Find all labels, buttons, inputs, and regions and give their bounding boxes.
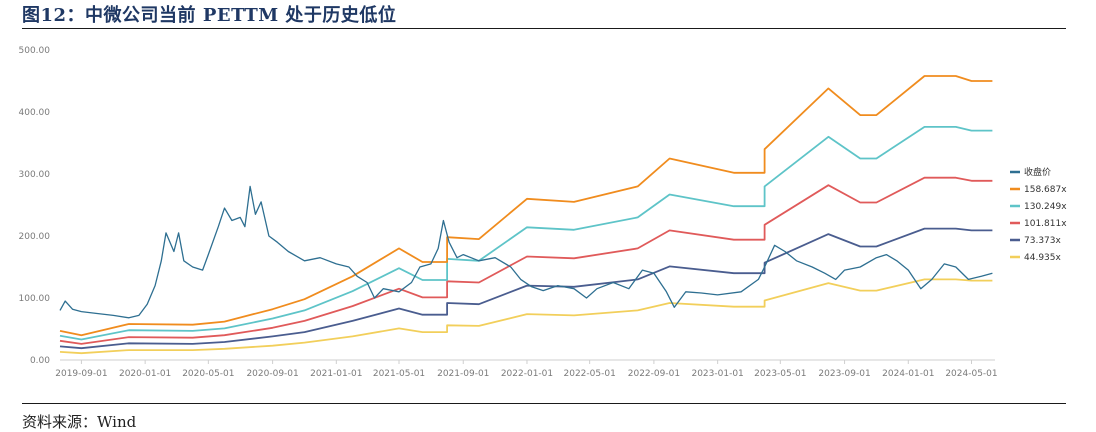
y-tick-label: 200.00 xyxy=(19,232,51,242)
x-tick-label: 2022-05-01 xyxy=(564,369,616,379)
series-line-44.935x xyxy=(59,278,993,355)
series-layer xyxy=(59,75,993,355)
x-tick-label: 2023-09-01 xyxy=(818,369,870,379)
x-tick-label: 2023-01-01 xyxy=(691,369,743,379)
legend-label: 44.935x xyxy=(1024,253,1061,263)
x-tick-label: 2022-01-01 xyxy=(501,369,553,379)
x-tick-label: 2023-05-01 xyxy=(754,369,806,379)
x-tick-label: 2020-01-01 xyxy=(119,369,171,379)
x-tick-label: 2021-05-01 xyxy=(373,369,425,379)
y-tick-label: 500.00 xyxy=(19,46,51,56)
x-tick-label: 2021-01-01 xyxy=(310,369,362,379)
legend-label: 101.811x xyxy=(1024,219,1067,229)
x-axis: 2019-09-01 2020-01-01 2020-05-01 2020-09-01… xyxy=(55,359,998,379)
x-tick-label: 2022-09-01 xyxy=(628,369,680,379)
series-line-73.373x xyxy=(59,227,993,350)
x-tick-label: 2021-09-01 xyxy=(437,369,489,379)
top-rule xyxy=(22,28,1066,29)
y-tick-label: 0.00 xyxy=(30,356,50,366)
series-line-101.811x xyxy=(59,176,993,345)
series-line-收盘价 xyxy=(59,185,993,319)
y-tick-label: 100.00 xyxy=(19,294,51,304)
x-tick-label: 2024-01-01 xyxy=(882,369,934,379)
legend-label: 收盘价 xyxy=(1024,166,1051,178)
legend-label: 73.373x xyxy=(1024,236,1061,246)
series-line-130.249x xyxy=(59,126,993,341)
y-axis: 0.00 100.00 200.00 300.00 400.00 500.00 xyxy=(19,46,51,366)
source-note: 资料来源：Wind xyxy=(22,413,137,431)
legend: 收盘价 158.687x 130.249x 101.811x 73.373x 44.935… xyxy=(1010,166,1067,263)
legend-label: 130.249x xyxy=(1024,202,1067,212)
y-tick-label: 300.00 xyxy=(19,170,51,180)
x-tick-label: 2019-09-01 xyxy=(55,369,107,379)
legend-label: 158.687x xyxy=(1024,185,1067,195)
series-line-158.687x xyxy=(59,75,993,337)
x-tick-label: 2020-09-01 xyxy=(246,369,298,379)
pe-band-chart: 0.00 100.00 200.00 300.00 400.00 500.00 2019-… xyxy=(19,46,1068,379)
y-tick-label: 400.00 xyxy=(19,108,51,118)
figure-title: 图12：中微公司当前 PETTM 处于历史低位 xyxy=(22,5,397,26)
x-tick-label: 2020-05-01 xyxy=(182,369,234,379)
bottom-rule xyxy=(22,403,1066,404)
x-tick-label: 2024-05-01 xyxy=(945,369,997,379)
